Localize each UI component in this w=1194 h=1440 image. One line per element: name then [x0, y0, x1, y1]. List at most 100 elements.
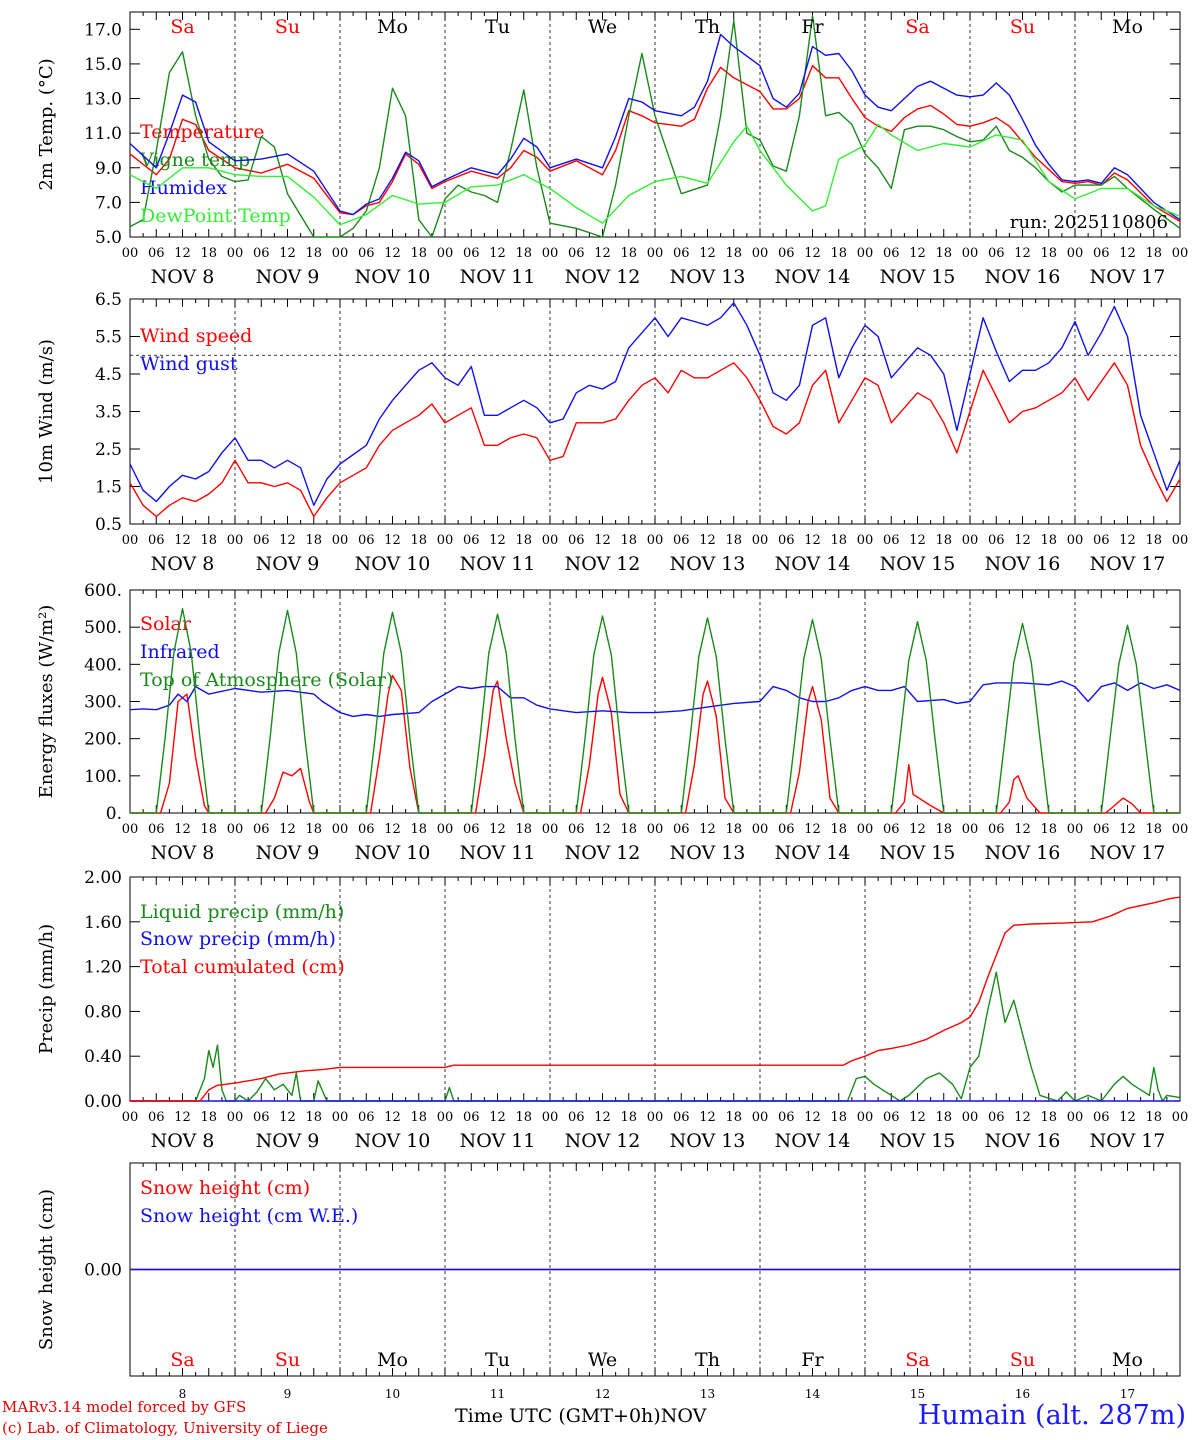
hour-label: 06	[673, 246, 690, 261]
date-label: NOV 14	[775, 1130, 851, 1152]
hour-label: 12	[1119, 533, 1136, 548]
hour-label: 12	[1014, 533, 1031, 548]
date-label: NOV 10	[355, 1130, 431, 1152]
hour-label: 12	[1119, 246, 1136, 261]
hour-label: 12	[909, 533, 926, 548]
hour-label: 00	[122, 533, 139, 548]
panel-precip: 0.00 0.40 0.80 1.20 1.60 2.00 Precip (mm/h) 00 0…	[36, 868, 1188, 1152]
hour-label: 06	[568, 822, 585, 837]
date-label: NOV 15	[880, 266, 956, 288]
hour-label: 12	[909, 246, 926, 261]
hour-label: 12	[489, 822, 506, 837]
weekday-top: Fr	[801, 16, 824, 38]
hour-label: 12	[804, 1110, 821, 1125]
date-label: NOV 8	[151, 1130, 215, 1152]
series-top-of-atmosphere-solar-	[130, 607, 1180, 814]
date-label: NOV 8	[151, 553, 215, 575]
weekday-bottom: Sa	[170, 1349, 194, 1371]
hour-label: 12	[909, 1110, 926, 1125]
hour-label: 12	[384, 246, 401, 261]
y-tick-label: 13.0	[84, 90, 122, 110]
hour-label: 06	[673, 533, 690, 548]
legend-dewpoint-temp: DewPoint Temp	[140, 205, 291, 227]
y-tick-label: 0.00	[84, 1261, 122, 1281]
hour-label: 18	[935, 533, 952, 548]
hour-label: 12	[699, 246, 716, 261]
station-name: Humain (alt. 287m)	[917, 1400, 1186, 1431]
hour-label: 12	[1119, 822, 1136, 837]
hour-label: 18	[515, 822, 532, 837]
hour-label: 06	[463, 822, 480, 837]
hour-label: 18	[725, 533, 742, 548]
hour-label: 06	[358, 533, 375, 548]
hour-label: 00	[227, 533, 244, 548]
date-label: NOV 9	[256, 553, 320, 575]
weekday-bottom: Sa	[905, 1349, 929, 1371]
hour-label: 12	[699, 533, 716, 548]
hour-label: 00	[962, 246, 979, 261]
series-wind-gust	[129, 302, 1181, 506]
panel-temp: 5.0 7.0 9.0 11.0 13.0 15.0 17.0 2m Temp. (°C) 00…	[36, 11, 1189, 288]
hour-label: 18	[305, 246, 322, 261]
day-number: 11	[490, 1387, 505, 1401]
hour-label: 06	[1093, 1110, 1110, 1125]
hour-label: 06	[568, 246, 585, 261]
hour-label: 18	[620, 533, 637, 548]
y-tick-label: 0.40	[84, 1047, 122, 1067]
hour-label: 00	[1172, 246, 1189, 261]
date-label: NOV 15	[880, 553, 956, 575]
hour-label: 06	[358, 1110, 375, 1125]
hour-label: 18	[410, 1110, 427, 1125]
hour-label: 00	[1067, 533, 1084, 548]
hour-label: 00	[227, 822, 244, 837]
date-label: NOV 16	[985, 553, 1061, 575]
y-tick-label: 1.20	[84, 958, 122, 978]
y-tick-label: 600.	[84, 581, 122, 601]
hour-label: 06	[358, 246, 375, 261]
day-number: 16	[1015, 1387, 1030, 1401]
hour-label: 00	[1067, 1110, 1084, 1125]
y-tick-label: 1.5	[95, 478, 122, 498]
hour-label: 00	[962, 533, 979, 548]
day-number: 8	[179, 1387, 187, 1401]
legend-snow-height-cm-: Snow height (cm)	[140, 1177, 310, 1199]
hour-label: 18	[515, 1110, 532, 1125]
panel-energy: 0. 100. 200. 300. 400. 500. 600. Energy fluxes …	[36, 581, 1188, 864]
date-label: NOV 17	[1090, 553, 1166, 575]
hour-label: 06	[883, 822, 900, 837]
plot-frame	[129, 11, 1181, 238]
hour-label: 00	[542, 246, 559, 261]
hour-label: 00	[437, 822, 454, 837]
date-label: NOV 14	[775, 842, 851, 864]
y-axis-label: Energy fluxes (W/m²)	[36, 605, 57, 799]
hour-label: 00	[122, 822, 139, 837]
hour-label: 00	[542, 822, 559, 837]
hour-label: 06	[148, 533, 165, 548]
date-label: NOV 9	[256, 1130, 320, 1152]
legend-humidex: Humidex	[140, 177, 227, 199]
hour-label: 00	[437, 246, 454, 261]
hour-label: 06	[148, 822, 165, 837]
series-vigne-temp	[129, 14, 1181, 238]
hour-label: 06	[673, 822, 690, 837]
y-tick-label: 1.60	[84, 913, 122, 933]
panel-wind: 0.5 1.5 2.5 3.5 4.5 5.5 6.5 10m Wind (m/s) 00 06 1…	[36, 290, 1188, 575]
hour-label: 06	[988, 1110, 1005, 1125]
hour-label: 18	[200, 1110, 217, 1125]
day-number: 12	[595, 1387, 610, 1401]
y-tick-label: 5.5	[95, 328, 122, 348]
hour-label: 12	[489, 1110, 506, 1125]
hour-label: 12	[594, 822, 611, 837]
date-label: NOV 10	[355, 266, 431, 288]
model-credit: MARv3.14 model forced by GFS	[2, 1398, 247, 1416]
run-label: run: 2025110806	[1010, 212, 1168, 233]
hour-label: 00	[227, 1110, 244, 1125]
hour-label: 00	[122, 1110, 139, 1125]
hour-label: 12	[594, 533, 611, 548]
y-tick-label: 4.5	[95, 365, 122, 385]
y-tick-label: 0.5	[95, 515, 122, 535]
hour-label: 00	[857, 533, 874, 548]
hour-label: 12	[489, 533, 506, 548]
y-tick-label: 0.	[106, 804, 122, 824]
date-label: NOV 12	[565, 842, 641, 864]
